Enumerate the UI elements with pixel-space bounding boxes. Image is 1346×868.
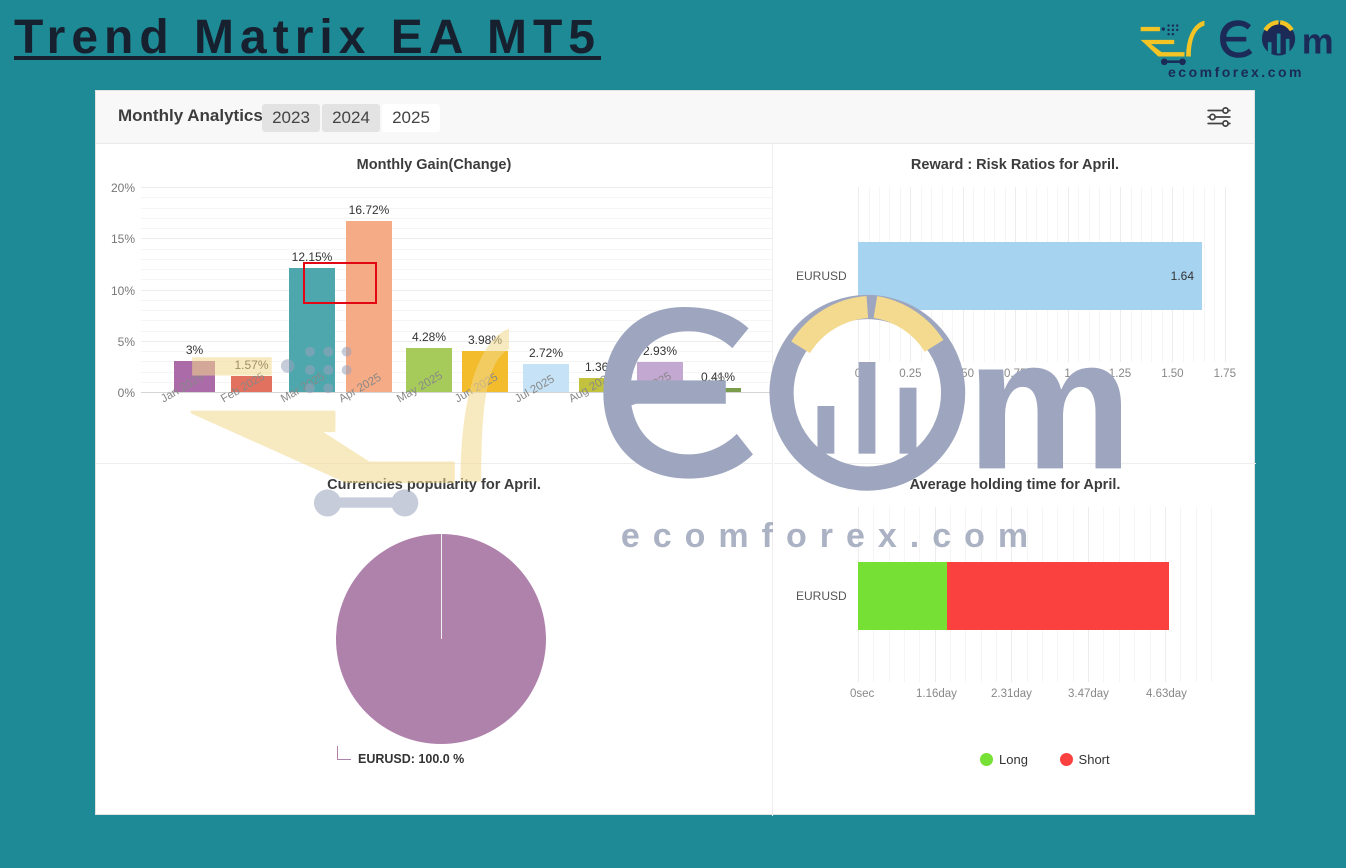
svg-text:m: m (1302, 21, 1334, 61)
